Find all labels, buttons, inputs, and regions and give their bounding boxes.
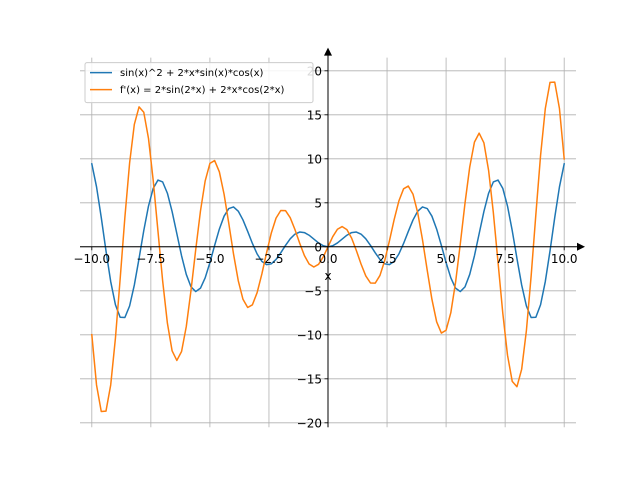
x-tick-label-5: 2.5 [378, 252, 397, 266]
x-tick-label-8: 10.0 [551, 252, 578, 266]
axes [80, 47, 585, 428]
legend-label-1: f'(x) = 2*sin(2*x) + 2*x*cos(2*x) [120, 85, 285, 96]
x-tick-label-7: 7.5 [496, 252, 515, 266]
y-tick-label-3: −5 [304, 284, 322, 298]
y-tick-label-1: −15 [297, 372, 322, 386]
x-tick-label-0: −10.0 [73, 252, 110, 266]
x-axis-arrow-icon [577, 242, 585, 251]
y-tick-label-2: −10 [297, 328, 322, 342]
y-tick-label-0: −20 [297, 416, 322, 430]
x-tick-label-2: −5.0 [195, 252, 224, 266]
ticks: −10.0 −7.5 −5.0 −2.5 0.0 2.5 5.0 7.5 10.0 −20 −15 −… [73, 64, 577, 430]
y-tick-label-6: 10 [307, 152, 322, 166]
y-tick-label-4: 0 [314, 240, 322, 254]
y-axis-arrow-icon [324, 47, 332, 56]
x-tick-label-4: 0.0 [318, 252, 337, 266]
legend: sin(x)^2 + 2*x*sin(x)*cos(x) f'(x) = 2*si… [84, 62, 314, 104]
legend-box [84, 62, 314, 104]
y-tick-label-7: 15 [307, 108, 322, 122]
y-tick-label-5: 5 [314, 196, 322, 210]
legend-label-0: sin(x)^2 + 2*x*sin(x)*cos(x) [120, 68, 263, 79]
x-tick-label-6: 5.0 [437, 252, 456, 266]
x-tick-label-1: −7.5 [136, 252, 165, 266]
x-axis-label: x [324, 269, 331, 283]
x-tick-label-3: −2.5 [254, 252, 283, 266]
